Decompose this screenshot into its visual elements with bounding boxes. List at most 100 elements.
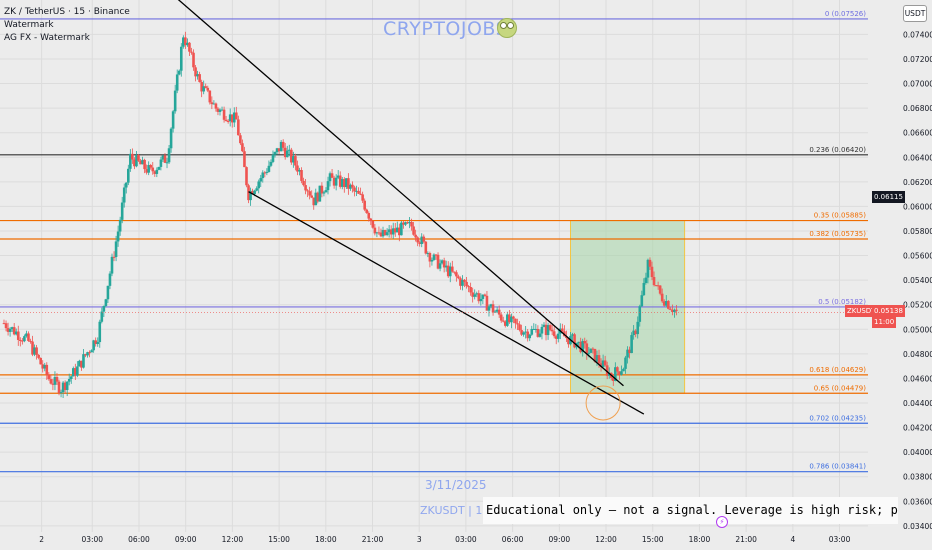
- candle-body: [544, 324, 548, 336]
- candle-body: [398, 227, 401, 236]
- trendlines: [0, 0, 868, 421]
- candle-body: [2, 323, 6, 325]
- candle-body: [10, 327, 14, 329]
- candle-body: [351, 184, 354, 188]
- candle-body: [116, 231, 120, 242]
- candle-body: [171, 111, 175, 129]
- candle-body: [481, 294, 485, 299]
- candle-body: [416, 237, 419, 243]
- last-price-tag: 0.05138: [872, 305, 905, 317]
- candle-body: [359, 193, 362, 195]
- candle-body: [477, 293, 481, 302]
- candle-body: [316, 192, 320, 202]
- candle-body: [601, 360, 605, 367]
- candle-body: [271, 154, 275, 162]
- candle-body: [455, 272, 458, 277]
- candle-body: [251, 190, 254, 195]
- indicator-agfx-watermark[interactable]: AG FX - Watermark: [4, 33, 90, 43]
- candle-body: [4, 323, 8, 329]
- candle-body: [542, 324, 546, 327]
- candle-body: [222, 109, 226, 120]
- candle-body: [599, 363, 603, 367]
- price-tick-label: 0.05400: [903, 276, 932, 285]
- candle-body: [290, 149, 293, 163]
- candle-body: [406, 222, 409, 224]
- lightning-icon[interactable]: ⚡: [716, 516, 728, 528]
- candle-body: [267, 165, 271, 172]
- candle-body: [630, 335, 633, 354]
- candle-body: [259, 178, 263, 182]
- candle-body: [163, 155, 167, 163]
- candle-body: [430, 259, 434, 262]
- candle-body: [357, 190, 360, 194]
- candle-body: [571, 334, 574, 336]
- candle-body: [196, 74, 199, 77]
- price-tick-label: 0.03800: [903, 473, 932, 482]
- candle-body: [495, 309, 499, 312]
- candle-body: [135, 155, 138, 167]
- candle-body: [216, 108, 220, 112]
- indicator-watermark[interactable]: Watermark: [4, 20, 54, 30]
- candle-body: [14, 331, 18, 335]
- candle-body: [614, 367, 617, 381]
- candle-body: [228, 114, 232, 122]
- candle-body: [49, 379, 53, 384]
- candle-body: [510, 316, 513, 323]
- candle-body: [579, 341, 582, 353]
- candle-body: [100, 311, 104, 322]
- candle-body: [192, 52, 195, 68]
- symbol-title[interactable]: ZK / TetherUS · 15 · Binance: [4, 7, 130, 17]
- candle-body: [332, 177, 336, 186]
- candle-body: [340, 179, 344, 187]
- candle-body: [306, 190, 309, 192]
- price-tick-label: 0.07400: [903, 30, 932, 39]
- candle-body: [71, 368, 75, 377]
- candle-body: [487, 306, 491, 311]
- candle-body: [298, 170, 301, 172]
- candle-body: [275, 148, 279, 153]
- candle-body: [554, 336, 558, 339]
- candle-body: [239, 135, 242, 144]
- candle-body: [581, 340, 585, 353]
- candle-body: [597, 355, 601, 364]
- candle-body: [485, 295, 489, 311]
- candle-body: [74, 368, 77, 376]
- price-tick-label: 0.04000: [903, 448, 932, 457]
- candle-body: [230, 114, 234, 123]
- candle-body: [247, 185, 250, 201]
- candle-body: [76, 366, 79, 376]
- candle-body: [214, 103, 218, 109]
- candle-body: [607, 372, 611, 376]
- time-tick-label: 18:00: [689, 535, 711, 544]
- candle-body: [175, 74, 179, 91]
- candle-body: [561, 328, 564, 332]
- candle-body: [210, 102, 214, 105]
- currency-button[interactable]: USDT: [903, 5, 927, 22]
- candle-body: [112, 256, 116, 258]
- candle-body: [508, 314, 511, 323]
- candle-body: [526, 331, 529, 339]
- time-tick-label: 15:00: [268, 535, 290, 544]
- candle-body: [451, 266, 454, 272]
- candle-body: [453, 271, 456, 273]
- time-axis[interactable]: 2 03:00 06:00 09:00 12:00 15:00 18:00 21:00 3 03:…: [39, 535, 850, 544]
- price-axis[interactable]: 0.07400 0.07200 0.07000 0.06800 0.06600 0.064…: [868, 0, 932, 550]
- candle-body: [279, 141, 283, 152]
- candle-body: [522, 332, 525, 335]
- candle-body: [349, 184, 352, 189]
- candle-body: [63, 382, 67, 390]
- candle-body: [426, 253, 430, 255]
- candle-body: [226, 120, 230, 122]
- candle-body: [29, 340, 32, 342]
- chart-legend: ZK / TetherUS · 15 · Binance Watermark A…: [4, 6, 130, 45]
- candle-body: [640, 295, 644, 307]
- candle-body: [25, 333, 28, 337]
- time-tick-label: 06:00: [502, 535, 524, 544]
- highlight-circle: [585, 385, 621, 421]
- candle-body: [155, 169, 159, 174]
- candle-body: [92, 340, 95, 351]
- candle-body: [620, 371, 623, 375]
- candle-body: [583, 340, 587, 344]
- candle-body: [518, 324, 521, 331]
